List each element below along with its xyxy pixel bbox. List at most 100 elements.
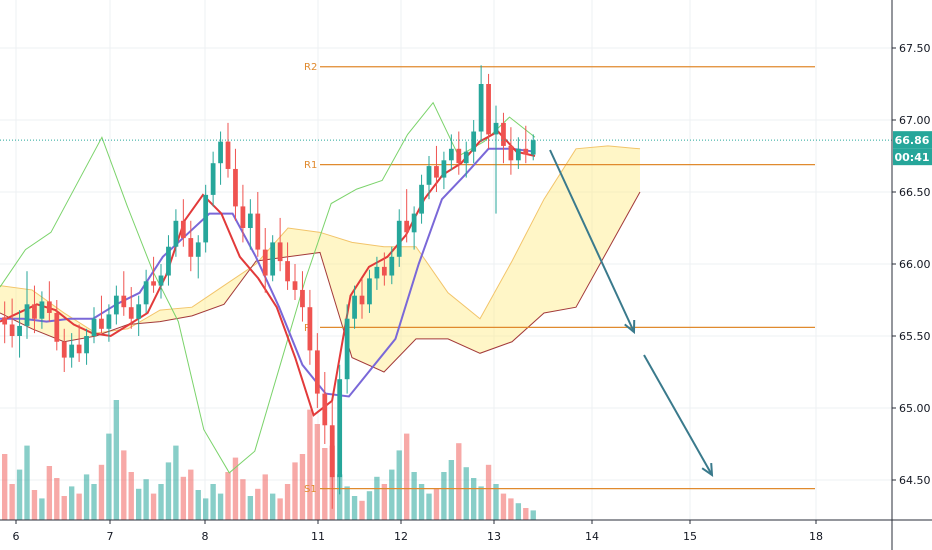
forecast-arrows [549,149,714,478]
volume-bar [262,474,268,520]
candle-body [84,336,89,354]
candle-body [411,213,417,233]
candle-body [143,281,149,305]
candle-body [240,206,246,228]
volume-bar [128,472,134,520]
volume-bar [426,493,432,520]
candle-body [307,307,313,351]
grid [0,0,892,520]
candle-body [210,163,216,195]
y-tick-label: 64.50 [899,474,931,487]
volume-bar [493,484,499,520]
volume-bar [277,498,283,520]
candle-body [39,301,45,319]
candle-body [233,168,238,207]
price-badge-value: 66.86 [895,134,930,147]
candle-body [426,166,432,185]
candle-body [218,141,223,164]
volume-bar [441,472,447,520]
candle-body [17,325,22,336]
candle-body [471,131,477,152]
x-tick-label: 15 [683,530,697,543]
forecast-arrowhead-1 [624,319,636,335]
volume-bar [389,469,395,520]
volume-bar [322,448,328,520]
candle-body [463,151,469,164]
candle-body [151,281,156,286]
cloud-segment [512,199,544,342]
cloud-segment [576,145,608,308]
volume-bar [247,496,254,520]
candle-body [285,261,290,282]
candle-body [367,278,372,305]
candle-body [128,307,134,319]
candle-body [419,184,424,214]
candle-body [32,304,37,319]
candle-body [515,148,521,161]
volume-bar [359,500,365,520]
candle-body [180,220,186,239]
volume-bar [530,510,536,520]
volume-bar [485,464,492,520]
level-label-r1: R1 [304,160,317,171]
candle-body [195,242,201,257]
volume-bar [83,474,90,520]
volume-bar [143,479,149,520]
volume-bar [113,400,120,520]
volume-bar [203,498,209,520]
candle-body [344,318,350,380]
candle-body [486,84,491,135]
cloud-segment [160,307,192,322]
candle-body [54,312,60,342]
volume-bar [98,464,105,520]
candle-body [292,281,298,290]
volume-bar [158,484,164,520]
y-tick-label: 67.50 [899,42,931,55]
cloud-segment [384,246,416,372]
candle-body [91,318,97,336]
volume-bar [381,484,388,520]
y-tick-label: 65.00 [899,402,931,415]
candle-body [270,242,276,276]
candle-body [99,318,104,329]
y-tick-label: 66.00 [899,258,931,271]
candle-body [166,246,171,276]
volume-bar [188,469,194,520]
x-tick-label: 18 [809,530,823,543]
candle-body [173,220,179,247]
candle-body [493,122,499,135]
volume-bar [106,433,112,520]
candle-body [396,220,402,257]
candle-body [456,148,462,164]
x-tick-label: 12 [394,530,408,543]
candle-body [76,344,82,354]
volume-bar [433,488,440,520]
volume-bar [478,486,484,520]
forecast-arrowhead-2 [701,462,714,478]
volume-bar [418,484,425,520]
volume-bar [292,462,298,520]
volume-bar [508,498,514,520]
candle-body [121,295,127,308]
volume-bar [91,484,97,520]
x-tick-label: 14 [585,530,599,543]
candle-body [24,304,30,326]
x-tick-label: 13 [487,530,501,543]
candle-body [352,295,357,319]
candle-body [404,220,410,233]
volume-bar [270,493,276,520]
volume-bar [240,479,246,520]
cloud-segment [608,145,640,250]
volume-bar [9,484,15,520]
volume-bar [523,508,529,520]
candle-body [106,314,112,329]
cloud-segment [448,292,480,354]
candle-body [329,425,335,478]
volume-bar [337,474,343,520]
candle-body [523,148,529,155]
cloud-segment [480,261,512,354]
volume-bar [165,462,172,520]
candle-body [300,289,305,308]
candle-body [337,379,343,478]
